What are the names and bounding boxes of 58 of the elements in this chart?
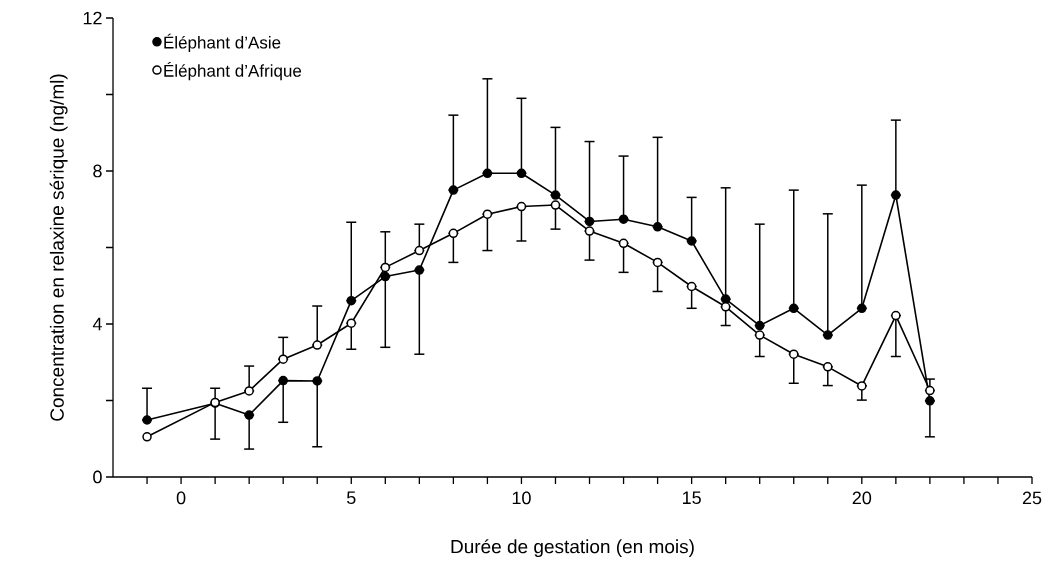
point (652, 257, 663, 268)
point (346, 295, 357, 306)
point (618, 214, 629, 224)
x-tick-label: 5 (346, 491, 356, 505)
point (720, 294, 731, 304)
point (550, 190, 561, 200)
point (278, 354, 288, 364)
x-tick-label: 25 (1022, 491, 1042, 505)
y-axis-title: Concentration en relaxine sérique (ng/ml) (49, 74, 68, 421)
point (380, 271, 391, 282)
point (142, 415, 152, 425)
point (244, 386, 254, 396)
point (788, 303, 799, 314)
point (516, 201, 527, 212)
point (312, 376, 322, 386)
legend-label: Éléphant d’Asie (164, 33, 281, 52)
y-tick-label: 8 (93, 164, 102, 178)
point (278, 375, 288, 386)
point (482, 209, 493, 219)
point (857, 381, 867, 391)
point (754, 320, 765, 331)
y-tick-label: 0 (93, 470, 102, 484)
point (891, 310, 901, 321)
x-axis-title: Durée de gestation (en mois) (451, 539, 694, 558)
point (652, 222, 663, 232)
point (686, 281, 697, 292)
point (925, 385, 935, 396)
point (891, 190, 901, 200)
point (584, 216, 595, 227)
point (925, 396, 935, 406)
point (516, 168, 527, 179)
x-tick-label: 15 (682, 491, 701, 505)
y-tick-label: 12 (83, 11, 102, 25)
legend-label: Éléphant d’Afrique (164, 61, 302, 81)
point (346, 318, 357, 328)
point (312, 340, 322, 350)
point (618, 238, 629, 249)
point (686, 236, 697, 246)
point (414, 245, 425, 256)
point (142, 432, 152, 442)
point (448, 185, 459, 195)
y-tick-label: 4 (92, 317, 102, 331)
point (823, 362, 833, 372)
x-tick-label: 10 (512, 491, 531, 505)
x-tick-label: 20 (852, 491, 872, 505)
x-tick-label: 0 (176, 491, 186, 505)
point (720, 302, 731, 312)
point (550, 200, 561, 210)
point (584, 226, 595, 236)
point (754, 330, 765, 340)
point (448, 228, 459, 239)
point (857, 303, 867, 314)
point (380, 262, 391, 273)
point (244, 410, 254, 420)
point (788, 349, 799, 359)
point (414, 265, 425, 275)
point (823, 330, 833, 340)
point (482, 168, 493, 179)
